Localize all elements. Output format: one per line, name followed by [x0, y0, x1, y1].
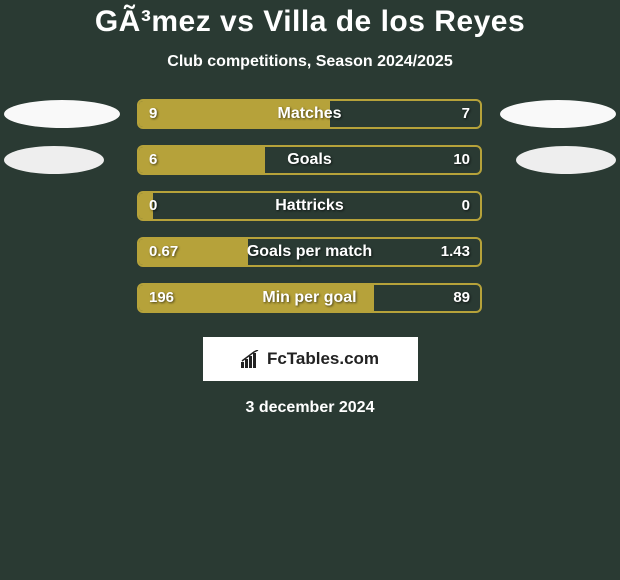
logo-text: FcTables.com [267, 349, 379, 369]
stat-label: Goals per match [139, 239, 480, 265]
stat-label: Matches [139, 101, 480, 127]
chart-icon [241, 350, 263, 368]
stat-bar: 6Goals10 [137, 145, 482, 175]
left-ellipse [4, 100, 120, 128]
stat-bar: 9Matches7 [137, 99, 482, 129]
date-text: 3 december 2024 [0, 399, 620, 417]
logo-box[interactable]: FcTables.com [203, 337, 418, 381]
stat-label: Min per goal [139, 285, 480, 311]
stat-value-right: 10 [453, 147, 470, 173]
page-title: GÃ³mez vs Villa de los Reyes [0, 5, 620, 39]
stat-label: Hattricks [139, 193, 480, 219]
left-ellipse [4, 146, 104, 174]
comparison-widget: GÃ³mez vs Villa de los Reyes Club compet… [0, 0, 620, 417]
stat-row: 196Min per goal89 [0, 283, 620, 313]
logo: FcTables.com [241, 349, 379, 369]
stat-rows: 9Matches7 6Goals10 0Hattricks0 0.67Goals pe… [0, 99, 620, 313]
right-ellipse [500, 100, 616, 128]
stat-row: 9Matches7 [0, 99, 620, 129]
page-subtitle: Club competitions, Season 2024/2025 [0, 53, 620, 71]
stat-bar: 0.67Goals per match1.43 [137, 237, 482, 267]
stat-label: Goals [139, 147, 480, 173]
right-ellipse [516, 146, 616, 174]
stat-row: 0Hattricks0 [0, 191, 620, 221]
stat-value-right: 1.43 [441, 239, 470, 265]
stat-row: 6Goals10 [0, 145, 620, 175]
stat-value-right: 89 [453, 285, 470, 311]
stat-bar: 0Hattricks0 [137, 191, 482, 221]
stat-row: 0.67Goals per match1.43 [0, 237, 620, 267]
stat-bar: 196Min per goal89 [137, 283, 482, 313]
stat-value-right: 7 [462, 101, 470, 127]
stat-value-right: 0 [462, 193, 470, 219]
